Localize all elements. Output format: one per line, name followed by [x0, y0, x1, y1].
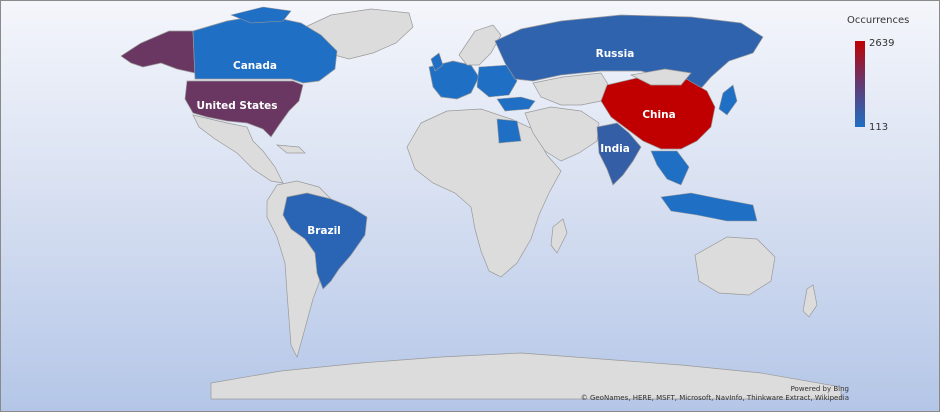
land-australia: [694, 236, 776, 296]
legend-min-value: 113: [869, 122, 889, 133]
region-uk[interactable]: [430, 52, 444, 72]
color-scale-legend: Occurrences 2639 113: [847, 15, 927, 135]
region-turkey[interactable]: [496, 96, 536, 112]
region-indonesia[interactable]: [660, 192, 758, 222]
region-egypt[interactable]: [496, 118, 522, 144]
map-credits: Powered by Bing © GeoNames, HERE, MSFT, …: [581, 385, 849, 403]
label-united-states: United States: [197, 100, 278, 112]
legend-max-value: 2639: [869, 38, 895, 49]
land-antarctica: [210, 352, 842, 400]
land-mongolia: [629, 68, 692, 86]
land-caribbean: [275, 144, 306, 154]
region-brazil[interactable]: [282, 192, 368, 290]
region-japan[interactable]: [718, 84, 738, 116]
legend-gradient-bar: [855, 41, 865, 127]
region-india[interactable]: [596, 122, 642, 186]
land-mexico: [192, 114, 284, 184]
region-russia[interactable]: [494, 14, 764, 94]
powered-by-text: Powered by Bing: [790, 385, 849, 393]
label-india: India: [600, 143, 630, 155]
land-africa: [406, 108, 562, 278]
land-madagascar: [550, 218, 568, 254]
label-canada: Canada: [233, 60, 277, 72]
region-western-europe[interactable]: [428, 60, 480, 100]
region-alaska[interactable]: [120, 30, 196, 74]
land-scandinavia: [458, 24, 502, 66]
label-china: China: [642, 109, 675, 121]
attribution-text: © GeoNames, HERE, MSFT, Microsoft, NavIn…: [580, 394, 849, 402]
label-brazil: Brazil: [307, 225, 341, 237]
region-southeast-asia[interactable]: [650, 150, 690, 186]
land-arctic-islands: [230, 6, 292, 24]
land-middle-east: [524, 106, 600, 162]
label-russia: Russia: [596, 48, 635, 60]
region-united-states[interactable]: [184, 80, 304, 138]
legend-title: Occurrences: [847, 15, 910, 26]
land-new-zealand: [802, 284, 818, 318]
